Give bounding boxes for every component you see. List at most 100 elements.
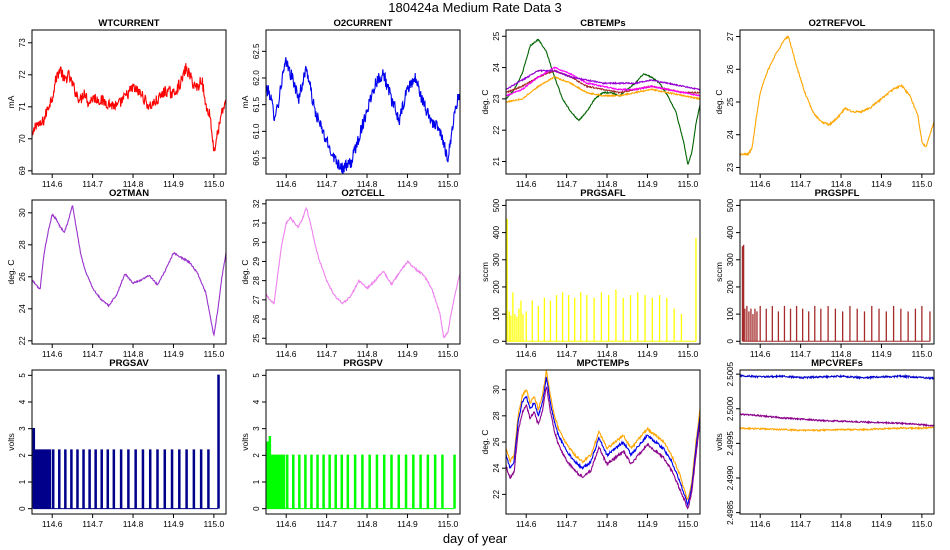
plot-frame: [265, 369, 461, 515]
pulse-mark: [298, 454, 301, 509]
pulse-mark: [268, 436, 272, 509]
x-tick-label: 114.6: [42, 349, 63, 359]
y-axis-label: volts: [240, 433, 250, 450]
series-1-line: [740, 413, 934, 428]
pulse-mark: [106, 449, 110, 509]
pulse-mark: [441, 454, 444, 509]
y-axis-label: deg. C: [714, 89, 724, 114]
series-0-line: [266, 206, 460, 339]
plot-area: [740, 373, 934, 433]
x-tick-label: 115.0: [204, 519, 225, 529]
x-tick-label: 115.0: [438, 349, 459, 359]
x-tick-label: 114.8: [123, 519, 144, 529]
chart-panel-prgspfl: PRGSPFL 114.6 114.7 114.8 114.9 115.0 0 100 200 3…: [714, 188, 935, 359]
pulse-mark: [178, 449, 181, 509]
pulse-mark: [34, 449, 38, 509]
y-tick-label: 24: [492, 63, 501, 72]
pulse-mark: [148, 449, 152, 509]
pulse-mark: [192, 449, 196, 509]
x-tick-label: 114.7: [556, 519, 577, 529]
y-tick-label: 30: [18, 208, 27, 217]
plot-area: [266, 206, 460, 339]
y-tick-label: 61.0: [252, 123, 261, 139]
x-tick-label: 114.9: [871, 179, 892, 189]
pulse-mark: [36, 449, 40, 509]
series-0-line: [506, 38, 700, 166]
y-tick-label: 26: [252, 314, 261, 323]
y-tick-label: 100: [492, 307, 501, 321]
y-tick-label: 0: [726, 339, 735, 344]
y-axis-label: deg. C: [480, 429, 490, 454]
y-tick-label: 1: [18, 479, 27, 484]
pulse-mark: [304, 454, 307, 509]
x-tick-label: 114.6: [276, 519, 297, 529]
x-tick-label: 114.9: [871, 349, 892, 359]
y-tick-label: 5: [252, 373, 261, 378]
pulse-mark: [274, 454, 278, 509]
plot-frame: [265, 199, 461, 345]
pulse-mark: [340, 454, 344, 509]
pulse-mark: [276, 454, 280, 509]
chart-panel-o2tman: O2TMAN 114.6 114.7 114.8 114.9 115.0 22 24 26 28 3…: [6, 188, 227, 359]
x-tick-label: 114.9: [163, 519, 184, 529]
pulse-mark: [334, 454, 337, 509]
chart-title: MPCTEMPs: [577, 358, 630, 369]
plot-area: [32, 63, 226, 152]
chart-title: PRGSAV: [109, 358, 149, 369]
pulse-mark: [217, 374, 220, 509]
pulse-mark: [163, 449, 167, 509]
y-tick-label: 28: [252, 276, 261, 285]
plot-frame: [739, 29, 935, 175]
plot-frame: [739, 199, 935, 345]
x-tick-label: 114.6: [42, 179, 63, 189]
plot-area: [266, 436, 456, 510]
x-tick-label: 114.9: [397, 519, 418, 529]
y-tick-label: 28: [492, 411, 501, 420]
plot-frame: [505, 369, 701, 515]
y-tick-label: 3: [18, 426, 27, 431]
x-tick-label: 114.7: [82, 349, 103, 359]
chart-panel-prgsafl: PRGSAFL 114.6 114.7 114.8 114.9 115.0 0 100 200 3…: [480, 188, 701, 359]
y-tick-label: 31: [252, 218, 261, 227]
y-tick-label: 500: [492, 198, 501, 212]
y-tick-label: 27: [726, 32, 735, 41]
y-tick-label: 71: [18, 102, 27, 111]
plot-area: [741, 244, 931, 342]
pulse-mark: [368, 454, 371, 509]
pulse-mark: [42, 449, 46, 509]
pulse-mark: [433, 454, 437, 509]
chart-panel-o2current: O2CURRENT 114.6 114.7 114.8 114.9 115.0 60.5 61…: [240, 18, 461, 189]
x-tick-label: 114.7: [556, 179, 577, 189]
y-tick-label: 500: [726, 198, 735, 212]
series-4-line: [506, 76, 700, 104]
plot-frame: [505, 29, 701, 175]
pulse-mark: [199, 449, 203, 509]
y-tick-label: 69: [18, 166, 27, 175]
y-tick-label: 22: [492, 489, 501, 498]
y-tick-label: 4: [18, 399, 27, 404]
x-tick-label: 114.9: [871, 519, 892, 529]
pulse-mark: [322, 454, 325, 509]
series-1-line: [506, 376, 700, 507]
plot-area: [740, 35, 934, 157]
y-axis-label: deg. C: [240, 259, 250, 284]
y-tick-label: 25: [252, 333, 261, 342]
y-tick-label: 62.5: [252, 43, 261, 59]
chart-panel-o2tcell: O2TCELL 114.6 114.7 114.8 114.9 115.0 25 26 27 28…: [240, 188, 461, 359]
y-tick-label: 28: [18, 240, 27, 249]
y-tick-label: 200: [492, 280, 501, 294]
y-axis-label: deg. C: [6, 259, 16, 284]
figure-xlabel: day of year: [443, 531, 508, 546]
x-tick-label: 114.7: [82, 519, 103, 529]
chart-panel-prgspv: PRGSPV 114.6 114.7 114.8 114.9 115.0 0 1 2 3 4 5 vol…: [240, 358, 461, 529]
y-tick-label: 70: [18, 134, 27, 143]
x-tick-label: 115.0: [204, 179, 225, 189]
pulse-mark: [375, 454, 379, 509]
pulse-mark: [141, 449, 145, 509]
x-tick-label: 115.0: [438, 179, 459, 189]
plot-frame: [265, 29, 461, 175]
chart-title: PRGSAFL: [580, 188, 626, 199]
chart-panel-wtcurrent: WTCURRENT 114.6 114.7 114.8 114.9 115.0 69 70 71…: [6, 18, 227, 189]
y-tick-label: 21: [492, 156, 501, 165]
pulse-mark: [88, 449, 91, 509]
